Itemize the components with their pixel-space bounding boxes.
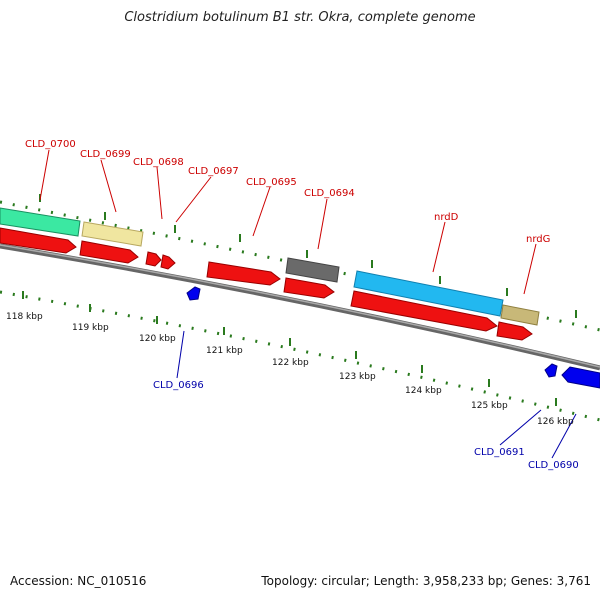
cds-arrow[interactable]: [160, 254, 176, 270]
kbp-label: 124 kbp: [405, 386, 442, 396]
gene-label[interactable]: CLD_0695: [246, 177, 297, 188]
cds-arrow[interactable]: [145, 251, 162, 267]
kbp-label: 122 kbp: [272, 358, 309, 368]
gene-labels: CLD_0700 CLD_0699 CLD_0698 CLD_0697 CLD_…: [25, 139, 579, 471]
reverse-cds-arrows: [186, 286, 600, 389]
gene-nrdg-bar[interactable]: [500, 304, 540, 326]
cds-arrow[interactable]: [206, 261, 281, 286]
kbp-labels: 118 kbp 119 kbp 120 kbp 121 kbp 122 kbp …: [6, 312, 574, 427]
major-ticks: [22, 194, 577, 406]
genome-backbone: [0, 243, 600, 371]
gene-label[interactable]: nrdG: [526, 234, 550, 245]
gene-cld-0694-bar[interactable]: [285, 257, 340, 283]
cds-arrow[interactable]: [283, 277, 335, 299]
cds-arrow[interactable]: [350, 290, 498, 332]
reverse-leader-lines: [176, 330, 577, 459]
kbp-label: 126 kbp: [537, 417, 574, 427]
kbp-label: 125 kbp: [471, 401, 508, 411]
kbp-label: 120 kbp: [139, 334, 176, 344]
gene-label[interactable]: CLD_0699: [80, 149, 131, 160]
forward-cds-arrows: [0, 227, 533, 341]
cds-arrow[interactable]: [79, 240, 139, 264]
kbp-label: 123 kbp: [339, 372, 376, 382]
gene-label[interactable]: CLD_0698: [133, 157, 184, 168]
gene-label[interactable]: CLD_0694: [304, 188, 355, 199]
gene-label[interactable]: CLD_0696: [153, 380, 204, 391]
gene-label[interactable]: CLD_0700: [25, 139, 76, 150]
gene-label[interactable]: nrdD: [434, 212, 459, 223]
gene-nrdd-bar[interactable]: [353, 270, 504, 317]
cds-arrow[interactable]: [186, 286, 201, 301]
cds-arrow[interactable]: [0, 227, 77, 254]
kbp-label: 118 kbp: [6, 312, 43, 322]
kbp-label: 119 kbp: [72, 323, 109, 333]
gene-cld-0699-bar[interactable]: [81, 221, 144, 247]
cds-arrow[interactable]: [561, 366, 600, 389]
gene-label[interactable]: CLD_0691: [474, 447, 525, 458]
cds-arrow[interactable]: [544, 363, 558, 378]
gene-cld-0700-bar[interactable]: [0, 207, 81, 237]
accession-text: Accession: NC_010516: [10, 574, 147, 588]
kbp-label: 121 kbp: [206, 346, 243, 356]
topology-text: Topology: circular; Length: 3,958,233 bp…: [261, 574, 591, 588]
forward-leader-lines: [39, 149, 537, 295]
map-title: Clostridium botulinum B1 str. Okra, comp…: [124, 10, 476, 25]
gene-label[interactable]: CLD_0697: [188, 166, 239, 177]
gene-label[interactable]: CLD_0690: [528, 460, 579, 471]
cds-arrow[interactable]: [496, 321, 533, 341]
